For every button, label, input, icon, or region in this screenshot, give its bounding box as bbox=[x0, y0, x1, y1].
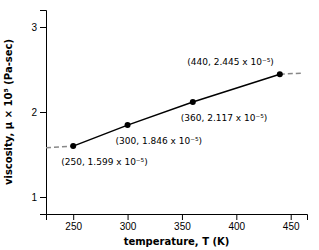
dashed-line bbox=[280, 73, 304, 74]
point bbox=[190, 99, 196, 105]
y-axis: 1 2 3 bbox=[31, 11, 46, 215]
x-axis-tick: 400 bbox=[228, 214, 245, 232]
y-axis-title: viscosity, μ × 10⁵ (Pa-sec) bbox=[3, 39, 14, 185]
y-axis-tick: 3 bbox=[31, 22, 46, 33]
x-axis-tick: 300 bbox=[120, 214, 137, 232]
plot: 250 300 350 400 450 1 2 3 (250, 1.599 x 10⁻⁵) (30… bbox=[31, 11, 307, 233]
annotation: (250, 1.599 x 10⁻⁵) bbox=[61, 157, 148, 167]
x-axis-tick-mark bbox=[236, 214, 237, 220]
x-axis-tick: 350 bbox=[174, 214, 191, 232]
line bbox=[73, 74, 280, 146]
y-axis-tick-label: 1 bbox=[31, 192, 37, 203]
x-axis-tick: 450 bbox=[283, 214, 300, 232]
x-axis-tick: 250 bbox=[65, 214, 82, 232]
x-axis-tick-mark bbox=[182, 214, 183, 220]
point bbox=[125, 122, 131, 128]
y-axis-tick-label: 2 bbox=[31, 107, 37, 118]
x-axis-tick-label: 400 bbox=[228, 221, 245, 232]
x-axis-tick-mark bbox=[73, 214, 74, 220]
y-axis-tick-mark bbox=[40, 112, 46, 113]
annotation: (300, 1.846 x 10⁻⁵) bbox=[116, 136, 203, 146]
x-axis-title: temperature, T (K) bbox=[124, 236, 230, 247]
x-axis-tick-label: 250 bbox=[65, 221, 82, 232]
y-axis-tick-mark bbox=[40, 197, 46, 198]
point bbox=[70, 143, 76, 149]
annotation: (440, 2.445 x 10⁻⁵) bbox=[187, 57, 274, 67]
y-axis-tick-mark bbox=[40, 27, 46, 28]
x-axis-line bbox=[47, 215, 308, 221]
chart: 250 300 350 400 450 1 2 3 (250, 1.599 x 10⁻⁵) (30… bbox=[0, 0, 319, 250]
x-axis-tick-mark bbox=[128, 214, 129, 220]
marks bbox=[46, 71, 304, 149]
y-axis-tick-label: 3 bbox=[31, 22, 37, 33]
annotation: (360, 2.117 x 10⁻⁵) bbox=[181, 113, 268, 123]
x-axis-tick-mark bbox=[291, 214, 292, 220]
point bbox=[277, 71, 283, 77]
annotations: (250, 1.599 x 10⁻⁵) (300, 1.846 x 10⁻⁵) (3… bbox=[61, 57, 274, 167]
x-axis-tick-label: 300 bbox=[120, 221, 137, 232]
x-axis-tick-label: 350 bbox=[174, 221, 191, 232]
dashed-line bbox=[46, 146, 73, 148]
x-axis-tick-label: 450 bbox=[283, 221, 300, 232]
x-axis: 250 300 350 400 450 bbox=[47, 214, 308, 232]
y-axis-line bbox=[40, 11, 47, 215]
y-axis-tick: 1 bbox=[31, 192, 46, 203]
y-axis-tick: 2 bbox=[31, 107, 46, 118]
